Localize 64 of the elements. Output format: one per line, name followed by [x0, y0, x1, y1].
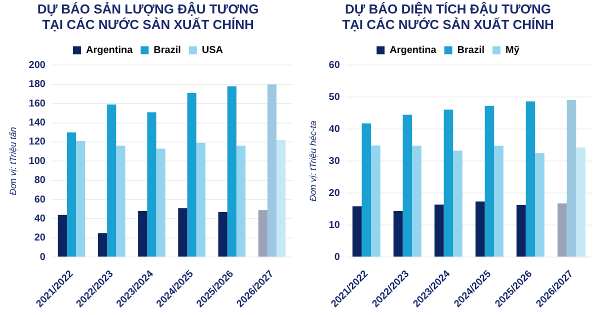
y-tick-label: 40	[328, 124, 340, 135]
y-tick-label: 180	[28, 79, 46, 90]
bar	[156, 148, 166, 257]
bar	[147, 112, 156, 257]
bar	[444, 110, 454, 257]
bar	[484, 106, 494, 257]
bar	[227, 86, 236, 257]
legend-label: Argentina	[390, 44, 437, 56]
bar	[218, 212, 228, 257]
bar	[138, 211, 148, 257]
bar	[434, 204, 444, 257]
bar	[476, 201, 485, 257]
y-tick-label: 20	[328, 188, 340, 199]
bar	[107, 104, 116, 257]
bar	[394, 211, 403, 257]
y-tick-label: 0	[40, 252, 46, 263]
y-tick-label: 10	[328, 220, 340, 231]
y-tick-label: 50	[328, 92, 340, 103]
bar	[566, 100, 576, 257]
legend-label: USA	[202, 44, 224, 56]
chart-title: DỰ BÁO SẢN LƯỢNG ĐẬU TƯƠNG TẠI CÁC NƯỚC SẢN XUẤT CHÍNH	[37, 1, 259, 32]
bar	[196, 142, 206, 257]
y-tick-label: 160	[28, 98, 46, 110]
bar	[66, 132, 76, 257]
bar	[516, 204, 526, 257]
y-tick-label: 60	[328, 60, 340, 71]
y-axis-title: Đơn vị: tTriệu héc-ta	[308, 120, 318, 202]
bar	[178, 208, 188, 257]
y-tick-label: 0	[334, 252, 340, 263]
bar	[412, 146, 422, 257]
y-tick-label: 80	[34, 175, 46, 186]
bar	[352, 206, 362, 257]
bar	[98, 233, 108, 257]
bar	[58, 214, 67, 257]
y-tick-label: 20	[34, 232, 46, 244]
y-tick-label: 200	[28, 60, 46, 71]
legend-label: Mỹ	[506, 44, 520, 56]
legend-label: Brazil	[457, 44, 485, 56]
chart-title: DỰ BÁO DIỆN TÍCH ĐẬU TƯƠNG TẠI CÁC NƯỚC SẢN XUẤT CHÍNH	[342, 1, 554, 32]
y-axis-title: Đơn vị: tTriệu tấn	[8, 126, 18, 196]
bar	[236, 146, 246, 257]
bar	[494, 146, 504, 257]
bar	[258, 210, 268, 257]
bar	[187, 93, 196, 257]
bar	[116, 146, 126, 257]
y-tick-label: 100	[28, 156, 46, 167]
bar	[371, 145, 380, 257]
bar	[453, 150, 462, 257]
legend-label: Brazil	[154, 44, 182, 56]
bar	[267, 84, 276, 257]
legend-label: Argentina	[86, 44, 134, 56]
y-tick-label: 30	[328, 156, 340, 167]
bar	[76, 140, 86, 257]
bar	[558, 203, 567, 257]
y-tick-label: 60	[34, 194, 46, 206]
bar	[576, 147, 586, 257]
bar	[362, 123, 372, 257]
bar	[402, 114, 412, 257]
y-tick-label: 120	[28, 136, 46, 148]
bar	[526, 101, 536, 257]
y-tick-label: 40	[34, 213, 46, 224]
bar	[535, 153, 544, 257]
y-tick-label: 140	[28, 118, 46, 129]
bar	[276, 140, 286, 257]
